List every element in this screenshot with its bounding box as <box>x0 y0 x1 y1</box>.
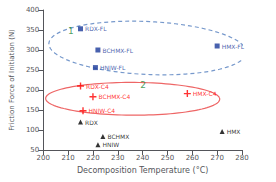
svg-text:BCHMX: BCHMX <box>107 133 129 140</box>
svg-text:240: 240 <box>136 154 149 162</box>
svg-text:400: 400 <box>26 6 39 14</box>
svg-text:HNIW-FL: HNIW-FL <box>100 64 126 71</box>
svg-text:230: 230 <box>111 154 124 162</box>
svg-text:260: 260 <box>186 154 199 162</box>
svg-text:220: 220 <box>86 154 99 162</box>
svg-text:RDX-FL: RDX-FL <box>85 25 107 32</box>
svg-text:280: 280 <box>235 154 248 162</box>
svg-text:HNIW: HNIW <box>102 141 119 148</box>
svg-text:350: 350 <box>26 26 39 34</box>
svg-text:HMX-FL: HMX-FL <box>222 43 245 50</box>
svg-text:Friction Force of Initiation (: Friction Force of Initiation (N) <box>8 29 16 131</box>
svg-text:Decomposition Temperature (°C): Decomposition Temperature (°C) <box>77 166 208 175</box>
svg-text:BCHMX-C4: BCHMX-C4 <box>98 93 130 100</box>
svg-text:200: 200 <box>37 154 50 162</box>
svg-text:2: 2 <box>140 80 146 90</box>
svg-text:HMX: HMX <box>227 128 241 135</box>
svg-text:270: 270 <box>210 154 223 162</box>
svg-text:150: 150 <box>26 106 39 114</box>
svg-text:BCHMX-FL: BCHMX-FL <box>102 47 133 54</box>
svg-text:200: 200 <box>26 86 39 94</box>
svg-text:100: 100 <box>26 126 39 134</box>
svg-text:HMX-C4: HMX-C4 <box>193 90 217 97</box>
svg-text:RDX: RDX <box>85 119 98 126</box>
svg-text:HNIW-C4: HNIW-C4 <box>89 107 116 114</box>
svg-text:250: 250 <box>26 66 39 74</box>
svg-text:210: 210 <box>61 154 74 162</box>
svg-text:50: 50 <box>30 146 40 154</box>
svg-text:300: 300 <box>26 46 39 54</box>
svg-text:RDX-C4: RDX-C4 <box>86 83 109 90</box>
svg-text:1: 1 <box>68 26 74 36</box>
svg-text:250: 250 <box>161 154 174 162</box>
